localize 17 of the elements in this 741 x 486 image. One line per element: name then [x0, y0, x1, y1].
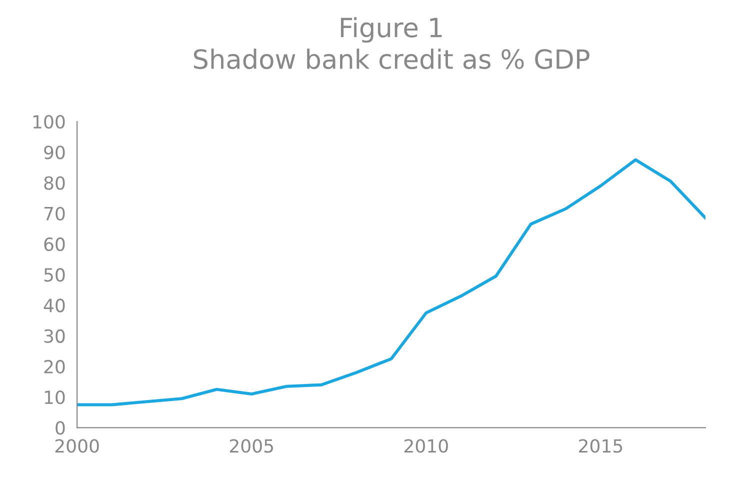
y-tick-label: 40 [44, 298, 65, 312]
x-tick-label: 2005 [230, 439, 274, 453]
x-tick-label: 2010 [404, 439, 448, 453]
y-tick-label: 60 [44, 237, 65, 252]
y-tick-label: 100 [33, 114, 65, 129]
y-tick-label: 20 [44, 360, 65, 374]
y-tick-label: 70 [44, 206, 65, 220]
y-tick-label: 10 [44, 390, 65, 404]
y-tick-label: 0 [56, 421, 65, 435]
x-tick-label: 2000 [55, 439, 99, 453]
y-tick-label: 80 [44, 176, 65, 190]
y-tick-label: 30 [44, 329, 65, 343]
chart-title: Figure 1 Shadow bank credit as % GDP [194, 17, 590, 70]
x-tick-label: 2015 [579, 439, 622, 453]
line-series [77, 158, 706, 406]
y-tick-label: 50 [44, 268, 65, 282]
y-tick-label: 90 [44, 146, 65, 160]
